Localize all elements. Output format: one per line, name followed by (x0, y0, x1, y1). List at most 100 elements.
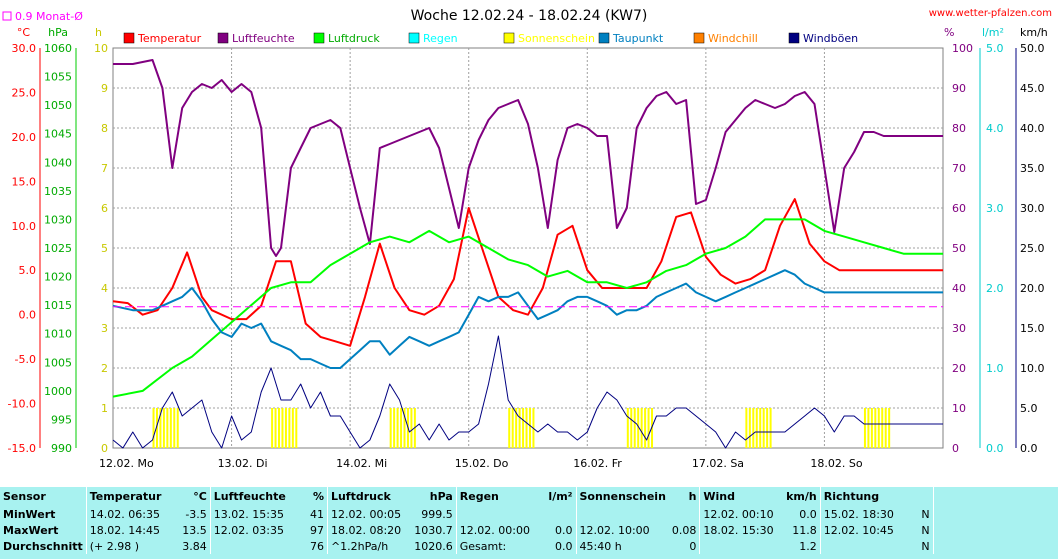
sunshine-bar (762, 408, 765, 448)
x-tick-label: 13.02. Di (218, 457, 268, 470)
sun-tick-label: 8 (101, 122, 108, 135)
stats-cell: 0.0 (555, 539, 573, 553)
sunshine-bar (766, 408, 769, 448)
stats-cell: 45:40 h (575, 538, 669, 554)
sunshine-bar (518, 408, 521, 448)
left-axes: 30.0 25.0 20.0 15.0 10.0 5.0 0.0 -5.0 -10.0 -15.0… (8, 26, 108, 455)
pressure-tick-label: 1000 (44, 385, 72, 398)
stats-cell (699, 538, 782, 554)
stats-cell: 41 (309, 507, 324, 521)
stats-unit: hPa (429, 490, 453, 503)
sunshine-bar (745, 408, 748, 448)
humidity-tick-label: 70 (952, 162, 966, 175)
temp-tick-label: -10.0 (8, 398, 36, 411)
sunshine-bar (271, 408, 274, 448)
stats-cell: 12.02. 10:00 (575, 522, 669, 538)
temp-tick-label: 10.0 (12, 220, 37, 233)
stats-cell: 15.02. 18:30 (819, 506, 906, 522)
pressure-tick-label: 1005 (44, 356, 72, 369)
sunshine-bar (400, 408, 403, 448)
stats-header: Luftdruck (326, 487, 412, 506)
sunshine-bar (877, 408, 880, 448)
stats-cell: 14.02. 06:35 (85, 506, 180, 522)
rain-unit: l/m² (982, 26, 1004, 39)
humidity-tick-label: 0 (952, 442, 959, 455)
sunshine-bar (874, 408, 877, 448)
humidity-tick-label: 30 (952, 322, 966, 335)
legend-swatch (693, 32, 705, 44)
temp-unit: °C (17, 26, 31, 39)
sunshine-bar (284, 408, 287, 448)
stats-cell: 12.02. 03:35 (209, 522, 306, 538)
stats-header: Luftfeuchte (209, 487, 306, 506)
x-tick-label: 16.02. Fr (573, 457, 622, 470)
sunshine-bar (515, 408, 518, 448)
legend-label: Regen (423, 32, 458, 45)
sun-tick-label: 9 (101, 82, 108, 95)
stats-cell: -3.5 (185, 507, 207, 521)
legend-label: Sonnenschein (518, 32, 595, 45)
stats-cell: 0.0 (799, 507, 817, 521)
legend-label: Windchill (708, 32, 758, 45)
wind-tick-label: 5.0 (1020, 402, 1038, 415)
rain-tick-label: 4.0 (986, 122, 1004, 135)
sunshine-bar (508, 408, 511, 448)
temp-tick-label: 25.0 (12, 86, 37, 99)
sunshine-bar (644, 408, 647, 448)
legend-swatch (503, 32, 515, 44)
legend-swatch (313, 32, 325, 44)
humidity-tick-label: 100 (952, 42, 973, 55)
humidity-tick-label: 40 (952, 282, 966, 295)
stats-cell: 1030.7 (414, 523, 453, 537)
x-tick-label: 12.02. Mo (99, 457, 154, 470)
pressure-tick-label: 1015 (44, 299, 72, 312)
stats-row-label: MinWert (3, 507, 56, 521)
sun-tick-label: 10 (94, 42, 108, 55)
series (112, 59, 943, 449)
x-tick-label: 14.02. Mi (336, 457, 387, 470)
sunshine-bar (162, 408, 165, 448)
sunshine-bar (528, 408, 531, 448)
wind-tick-label: 30.0 (1020, 202, 1045, 215)
series-line (112, 218, 943, 398)
stats-cell (819, 538, 906, 554)
sunshine-bar (647, 408, 650, 448)
stats-unit: % (312, 490, 324, 503)
sunshine-bar (881, 408, 884, 448)
sunshine-bar (626, 408, 629, 448)
stats-row-label: Durchschnitt (3, 539, 83, 553)
stats-cell (209, 538, 306, 554)
stats-cell (455, 506, 544, 522)
sunshine-bar (396, 408, 399, 448)
stats-header: Richtung (819, 487, 906, 506)
pressure-tick-label: 1035 (44, 185, 72, 198)
temp-tick-label: 15.0 (12, 175, 37, 188)
sunshine-bar (752, 408, 755, 448)
wind-tick-label: 45.0 (1020, 82, 1045, 95)
stats-row-avg: Durchschnitt (+ 2.98 ) 3.84 76 ^1.2hPa/h… (0, 538, 1058, 554)
legend-swatch (598, 32, 610, 44)
humidity-tick-label: 20 (952, 362, 966, 375)
stats-cell (575, 506, 669, 522)
rain-tick-label: 3.0 (986, 202, 1004, 215)
sun-tick-label: 3 (101, 322, 108, 335)
sun-tick-label: 2 (101, 362, 108, 375)
rain-tick-label: 0.0 (986, 442, 1004, 455)
wind-tick-label: 40.0 (1020, 122, 1045, 135)
weather-chart: Woche 12.02.24 - 18.02.24 (KW7) www.wett… (2, 8, 1052, 470)
grid (112, 47, 944, 449)
stats-cell (669, 506, 700, 522)
series-line (113, 59, 943, 257)
sunshine-bar (637, 408, 640, 448)
sunshine-bar (176, 408, 179, 448)
temp-tick-label: 0.0 (19, 309, 37, 322)
stats-header-row: Sensor Temperatur °C Luftfeuchte % Luftd… (0, 487, 1058, 506)
stats-cell: 12.02. 10:45 (819, 522, 906, 538)
sun-tick-label: 6 (101, 202, 108, 215)
pressure-tick-label: 1040 (44, 156, 72, 169)
sunshine-bar (288, 408, 291, 448)
stats-header: Sonnenschein (575, 487, 669, 506)
stats-header: Sensor (3, 490, 46, 503)
wind-tick-label: 20.0 (1020, 282, 1045, 295)
stats-cell: 12.02. 00:00 (455, 522, 544, 538)
